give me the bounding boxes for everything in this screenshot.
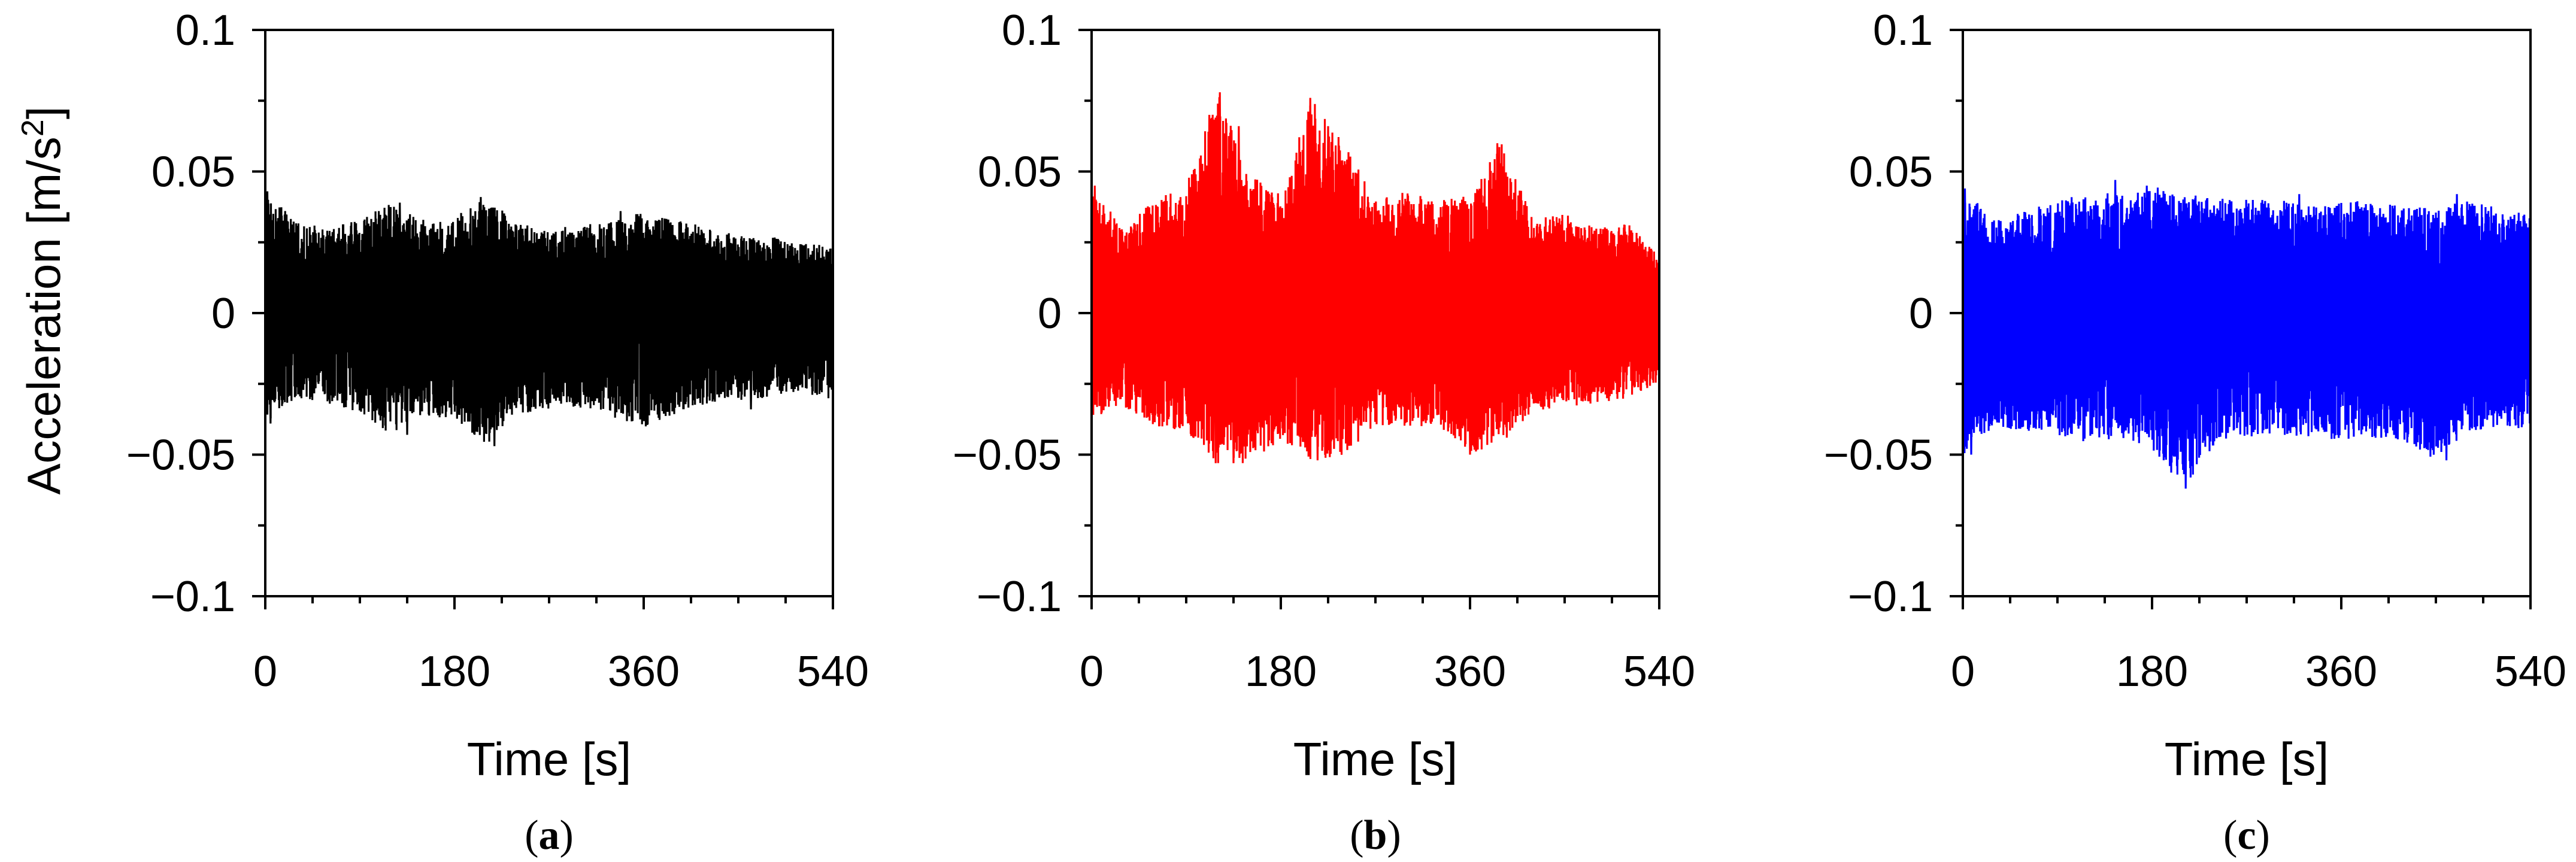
x-axis-label: Time [s]: [2165, 733, 2329, 785]
panel-label-open: (: [525, 812, 538, 858]
y-tick-label: −0.05: [953, 432, 1062, 479]
x-axis-label: Time [s]: [467, 733, 631, 785]
y-axis-label-superscript: 2: [16, 119, 50, 136]
panel-a: 0.1 0.05 0 −0.05 −0.1 0 180 360 540 Time [s] (a): [126, 7, 869, 858]
panel-label-close: ): [560, 812, 574, 858]
y-tick-label: 0.05: [978, 148, 1062, 196]
x-tick-label: 0: [1080, 648, 1104, 696]
panel-label-letter: c: [2237, 812, 2256, 858]
panel-b: 0.1 0.05 0 −0.05 −0.1 0 180 360 540 Time [s] (b): [953, 7, 1695, 858]
signal-trace: [265, 191, 833, 447]
y-tick-label: 0.1: [175, 7, 235, 54]
x-tick-label: 360: [2305, 648, 2377, 696]
y-tick-label: 0.1: [1873, 7, 1933, 54]
y-axis-label-close: ]: [17, 107, 70, 120]
x-axis-label: Time [s]: [1293, 733, 1457, 785]
signal-trace: [1092, 92, 1659, 463]
x-tick-label: 540: [1623, 648, 1695, 696]
y-tick-label: −0.1: [977, 573, 1062, 621]
y-tick-label: −0.05: [126, 432, 235, 479]
y-tick-label: 0: [1909, 290, 1933, 338]
x-tick-label: 180: [1245, 648, 1317, 696]
y-tick-label: 0.05: [1849, 148, 1933, 196]
x-tick-label: 180: [2116, 648, 2188, 696]
y-axis-label: Acceleration [m/s2]: [16, 107, 70, 495]
panel-label-open: (: [1350, 812, 1363, 858]
signal-trace: [1963, 180, 2530, 489]
panel-label: (a): [525, 812, 574, 858]
panel-c: 0.1 0.05 0 −0.05 −0.1 0 180 360 540 Time [s] (c): [1824, 7, 2566, 858]
x-tick-label: 360: [608, 648, 680, 696]
x-tick-label: 540: [2495, 648, 2566, 696]
x-tick-label: 0: [1951, 648, 1975, 696]
y-tick-label: −0.05: [1824, 432, 1933, 479]
panel-label-letter: b: [1364, 812, 1387, 858]
panel-label-close: ): [1387, 812, 1401, 858]
y-tick-label: 0: [1038, 290, 1062, 338]
y-tick-label: −0.1: [1848, 573, 1933, 621]
panel-label: (b): [1350, 812, 1401, 858]
x-tick-label: 540: [797, 648, 869, 696]
y-tick-label: 0.1: [1002, 7, 1062, 54]
x-tick-label: 0: [253, 648, 277, 696]
panel-label-letter: a: [539, 812, 560, 858]
y-tick-label: −0.1: [150, 573, 235, 621]
y-tick-label: 0.05: [151, 148, 235, 196]
x-tick-label: 180: [419, 648, 490, 696]
y-tick-label: 0: [211, 290, 235, 338]
x-tick-label: 360: [1434, 648, 1506, 696]
panel-label-close: ): [2256, 812, 2270, 858]
panel-label-open: (: [2223, 812, 2237, 858]
y-axis-label-text: Acceleration [m/s: [17, 136, 70, 494]
panel-label: (c): [2223, 812, 2270, 858]
